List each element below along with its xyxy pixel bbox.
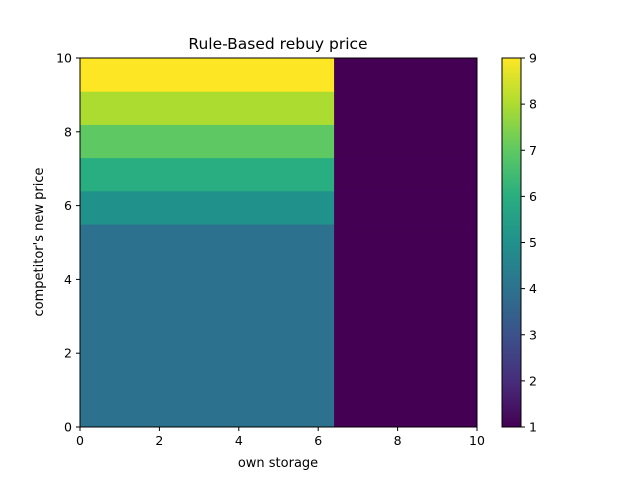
y-axis-label: competitor's new price <box>32 168 47 317</box>
x-axis-label: own storage <box>238 456 318 471</box>
heatmap-cell <box>334 91 478 125</box>
colorbar <box>501 57 522 428</box>
heatmap-cell <box>80 91 335 125</box>
x-tick-label: 0 <box>76 433 84 448</box>
colorbar-tick-label: 2 <box>529 373 537 388</box>
colorbar-tick-label: 6 <box>529 189 537 204</box>
x-tick-label: 2 <box>155 433 163 448</box>
heatmap-cell <box>334 157 478 192</box>
heatmap-cell <box>334 190 478 225</box>
y-tick-label: 10 <box>56 51 72 66</box>
colorbar-tick-label: 3 <box>529 327 537 342</box>
heatmap-cells <box>80 58 478 428</box>
colorbar-tick-label: 9 <box>529 51 537 66</box>
x-tick-label: 8 <box>394 433 402 448</box>
x-tick-label: 4 <box>235 433 243 448</box>
x-axis: 0 2 4 6 8 10 <box>76 427 485 448</box>
heatmap-cell <box>80 224 335 428</box>
colorbar-tick-label: 7 <box>529 143 537 158</box>
x-tick-label: 6 <box>314 433 322 448</box>
x-tick-label: 10 <box>469 433 485 448</box>
y-tick-label: 0 <box>64 420 72 435</box>
heatmap-cell <box>334 124 478 159</box>
y-tick-label: 4 <box>64 272 72 287</box>
y-tick-label: 6 <box>64 198 72 213</box>
chart-title: Rule-Based rebuy price <box>188 35 367 53</box>
y-tick-label: 8 <box>64 124 72 139</box>
heatmap-cell <box>80 157 335 192</box>
heatmap-cell <box>80 124 335 159</box>
colorbar-tick-label: 1 <box>529 420 537 435</box>
colorbar-tick-label: 4 <box>529 281 537 296</box>
colorbar-tick-label: 5 <box>529 235 537 250</box>
heatmap-cell <box>80 190 335 225</box>
heatmap-cell <box>80 58 335 92</box>
y-tick-label: 2 <box>64 346 72 361</box>
heatmap-cell <box>334 58 478 92</box>
plot-frame <box>79 57 478 428</box>
y-axis: 0 2 4 6 8 10 <box>56 51 80 435</box>
colorbar-tick-label: 8 <box>529 97 537 112</box>
heatmap-cell <box>334 224 478 428</box>
colorbar-ticks: 1 2 3 4 5 6 7 8 9 <box>521 51 537 435</box>
